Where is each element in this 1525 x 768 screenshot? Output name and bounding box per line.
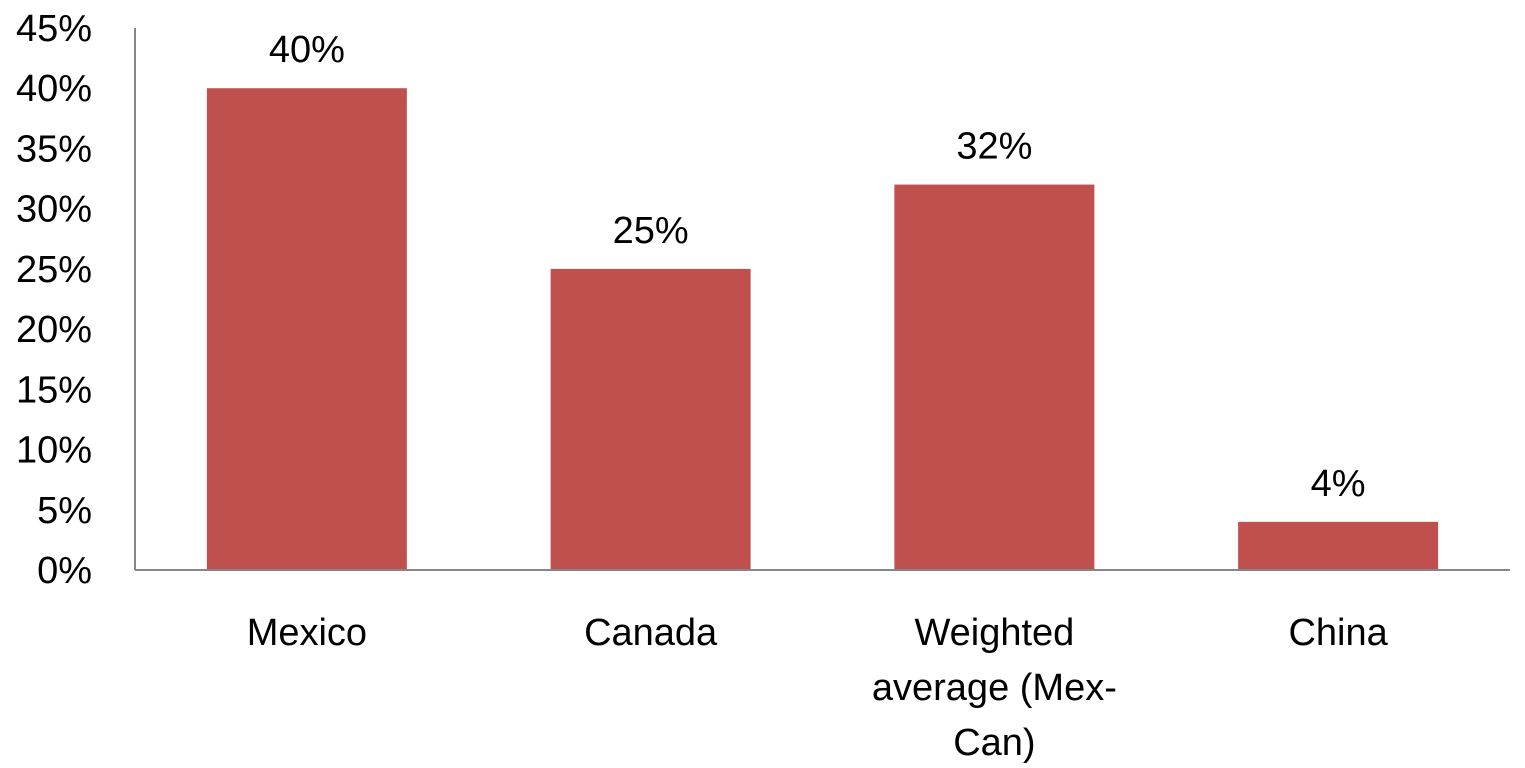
data-label: 32% [956,126,1032,168]
y-tick-label: 35% [16,128,92,170]
bar [550,268,751,570]
data-label: 40% [269,29,345,71]
x-category-label: Weighted [914,612,1074,654]
data-label: 4% [1311,463,1366,505]
y-tick-label: 15% [16,369,92,411]
bar [206,88,407,570]
data-label: 25% [613,210,689,252]
y-tick-label: 40% [16,68,92,110]
y-tick-label: 45% [16,8,92,50]
x-category-label: Canada [584,612,718,654]
y-tick-label: 30% [16,189,92,231]
data-labels: 40% 25% 32% 4% [269,29,1366,505]
category-labels: Mexico Canada Weighted average (Mex- Can) Chi… [247,612,1389,764]
x-category-label: China [1288,612,1388,654]
x-category-label: average (Mex- [872,667,1117,709]
y-tick-label: 25% [16,249,92,291]
y-tick-label: 0% [37,550,92,592]
bars [206,88,1439,571]
x-category-label: Mexico [247,612,367,654]
y-tick-label: 20% [16,309,92,351]
y-tick-label: 10% [16,430,92,472]
bar [894,184,1095,571]
x-category-label: Can) [953,722,1035,764]
bar [1238,521,1439,570]
y-tick-label: 5% [37,490,92,532]
y-axis: 0% 5% 10% 15% 20% 25% 30% 35% 40% 45% [16,8,136,592]
